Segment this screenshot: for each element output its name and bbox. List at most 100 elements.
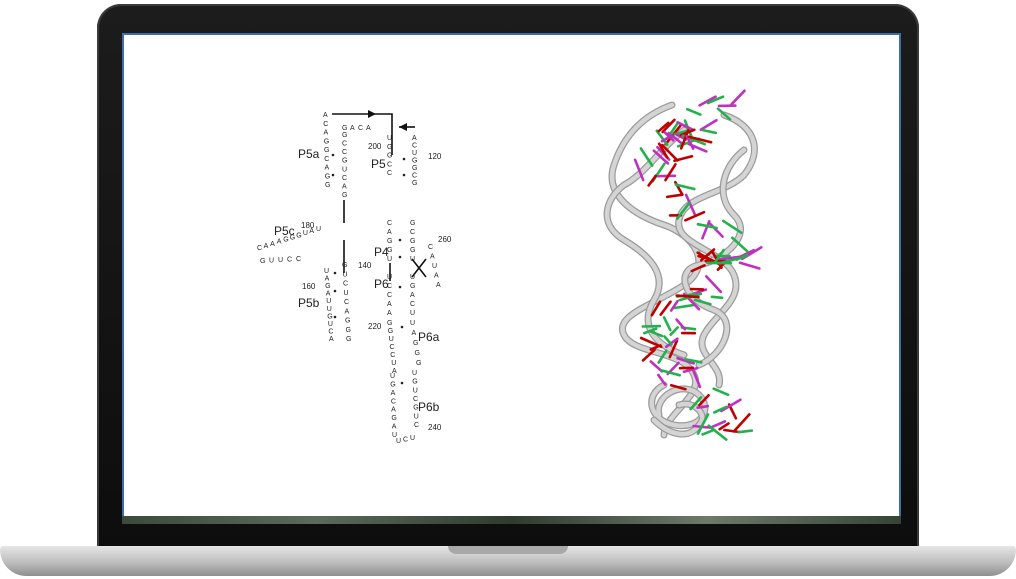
base-stick [701, 128, 718, 135]
arrow-head-right [399, 123, 407, 131]
nucleotide-layer: A C A G G C A G G G A C AG C C G U C A G A C U G G C G U G G C C C A A A GGG… [257, 112, 441, 445]
base-pair-dot [398, 255, 402, 259]
base-stick [699, 119, 718, 131]
base-pair-dot [402, 157, 406, 161]
ribbon-strand [676, 112, 757, 388]
base-stick [673, 155, 694, 163]
base-stick [662, 316, 672, 332]
base-stick [698, 95, 717, 107]
base-pair-dot [331, 173, 335, 177]
base-stick [650, 300, 662, 317]
base-stick [655, 129, 669, 147]
base-stick [685, 107, 702, 116]
base-stick [701, 220, 711, 240]
label-p6b: P6b [418, 400, 440, 414]
base-stick [730, 89, 746, 106]
base-stick [684, 210, 706, 222]
label-p5: P5 [371, 157, 386, 171]
arrow-head-top [368, 110, 376, 118]
base-stick [721, 219, 743, 234]
base-pair-dot [402, 173, 406, 177]
base-stick [712, 387, 730, 397]
base-stick [669, 122, 679, 135]
base-stick [704, 275, 723, 294]
base-stick [675, 294, 700, 299]
label-p5a: P5a [298, 147, 320, 161]
laptop-base-notch [448, 546, 568, 554]
base-stick [696, 404, 710, 410]
number-120: 120 [428, 152, 442, 161]
base-stick [639, 147, 654, 167]
base-stick [661, 118, 676, 134]
label-p6a: P6a [418, 330, 440, 344]
base-pair-sticks [633, 89, 763, 441]
base-stick [706, 95, 725, 105]
base-stick [718, 255, 744, 261]
base-stick [713, 248, 726, 264]
base-stick [692, 369, 702, 389]
base-stick [639, 336, 663, 349]
base-stick [685, 135, 695, 150]
base-stick [657, 121, 670, 133]
base-stick [718, 422, 730, 431]
ribbon-strand [682, 147, 747, 368]
ribbon-strand [651, 401, 705, 437]
base-stick [641, 348, 656, 362]
base-stick [633, 158, 645, 182]
base-stick [679, 129, 690, 150]
base-pair-dot [331, 153, 335, 157]
base-stick [738, 261, 761, 270]
base-stick [664, 163, 677, 182]
base-stick [659, 300, 672, 316]
base-stick [737, 429, 754, 434]
base-stick [701, 428, 715, 436]
base-stick [642, 327, 658, 335]
label-p5c: P5c [274, 224, 295, 238]
base-stick [716, 107, 732, 121]
base-stick [659, 368, 682, 377]
base-stick [696, 222, 719, 230]
ribbon-shadow [603, 126, 688, 359]
base-stick [652, 149, 670, 165]
base-stick [669, 383, 687, 391]
base-stick [710, 295, 724, 300]
base-stick [684, 193, 697, 217]
base-stick [664, 337, 679, 349]
base-pair-dot [333, 315, 337, 319]
base-stick [699, 248, 716, 262]
base-stick [693, 298, 712, 306]
base-stick [732, 413, 751, 433]
number-200: 200 [368, 142, 382, 151]
base-stick [708, 222, 724, 238]
base-stick [676, 356, 696, 365]
base-stick [708, 420, 727, 430]
base-stick [665, 193, 683, 199]
base-stick [657, 349, 668, 364]
base-stick [707, 424, 728, 441]
base-stick [712, 405, 728, 414]
base-stick [647, 174, 658, 187]
base-stick [663, 335, 673, 346]
screen-bottom-strip [122, 516, 901, 524]
base-stick [656, 373, 667, 386]
label-p4: P4 [374, 245, 389, 259]
ribbon-strand [604, 127, 687, 358]
base-stick [660, 143, 679, 162]
base-stick [682, 366, 699, 374]
number-240: 240 [428, 423, 442, 432]
base-stick [687, 135, 713, 144]
base-stick [730, 236, 749, 253]
base-stick [673, 303, 697, 310]
